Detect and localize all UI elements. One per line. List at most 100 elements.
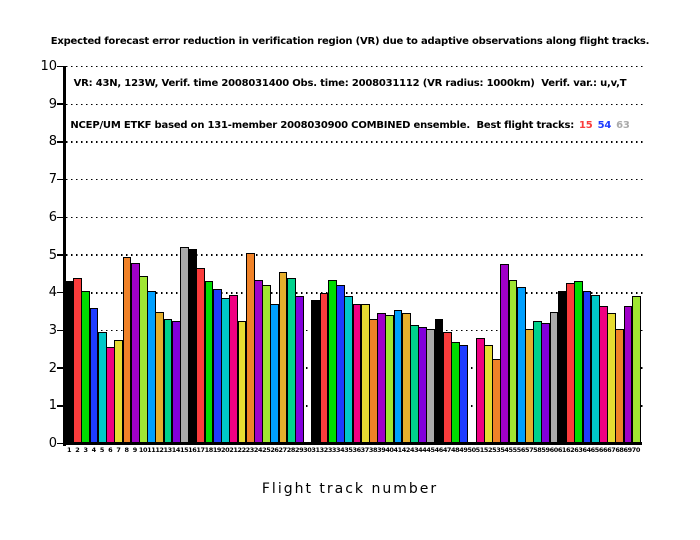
x-tick-label: 30 <box>303 446 312 454</box>
x-tick-label: 17 <box>196 446 205 454</box>
x-tick-label: 13 <box>163 446 173 454</box>
x-tick-label: 53 <box>492 446 501 454</box>
x-tick-label: 4 <box>91 446 97 454</box>
x-tick-label: 26 <box>270 446 279 454</box>
x-tick-label: 54 <box>500 446 509 454</box>
bar-track-49 <box>459 345 469 444</box>
x-tick-label: 69 <box>623 446 633 454</box>
x-tick-label: 60 <box>549 446 559 454</box>
x-tick-label: 2 <box>75 446 80 454</box>
x-tick-label: 55 <box>508 446 518 454</box>
x-tick-label: 10 <box>138 446 148 454</box>
x-tick-label: 20 <box>221 446 230 454</box>
best-track-63: 63 <box>616 120 630 131</box>
x-tick-label: 50 <box>467 446 476 454</box>
x-tick-label: 7 <box>116 446 121 454</box>
x-tick-label: 22 <box>237 446 246 454</box>
x-tick-label: 49 <box>459 446 468 454</box>
y-tick <box>57 178 63 181</box>
x-tick-label: 41 <box>393 446 403 454</box>
x-tick-label: 31 <box>311 446 320 454</box>
y-gridline <box>66 292 646 294</box>
x-tick-label: 11 <box>147 446 156 454</box>
x-tick-label: 19 <box>212 446 222 454</box>
y-tick <box>57 65 63 68</box>
x-tick-label: 45 <box>426 446 435 454</box>
x-tick-label: 58 <box>533 446 542 454</box>
x-tick-label: 39 <box>377 446 386 454</box>
y-tick <box>57 442 63 445</box>
x-tick-label: 67 <box>607 446 616 454</box>
chart-title-line-1: Expected forecast error reduction in ver… <box>50 36 650 47</box>
x-tick-label: 42 <box>401 446 411 454</box>
y-gridline <box>66 103 646 105</box>
y-gridline <box>66 141 646 143</box>
x-tick-label: 68 <box>615 446 624 454</box>
x-tick-label: 32 <box>319 446 329 454</box>
x-tick-label: 47 <box>442 446 452 454</box>
y-tick <box>57 329 63 332</box>
y-tick-label: 6 <box>48 209 57 225</box>
x-tick-label: 66 <box>598 446 608 454</box>
best-flight-tracks: 15 54 63 <box>574 120 630 131</box>
x-tick-label: 18 <box>204 446 214 454</box>
x-tick-label: 48 <box>451 446 460 454</box>
x-tick-label: 63 <box>574 446 583 454</box>
x-tick-label: 44 <box>418 446 427 454</box>
best-track-15: 15 <box>579 120 593 131</box>
y-tick <box>57 405 63 407</box>
x-tick-label: 12 <box>155 446 164 454</box>
x-tick-label: 34 <box>336 446 345 454</box>
x-tick-label: 51 <box>475 446 485 454</box>
y-gridline <box>66 254 646 256</box>
x-tick-label: 59 <box>541 446 550 454</box>
x-tick-label: 52 <box>483 446 493 454</box>
x-tick-label: 27 <box>278 446 288 454</box>
y-tick <box>57 103 63 105</box>
x-tick-label: 37 <box>360 446 370 454</box>
y-tick-label: 9 <box>48 96 57 112</box>
y-tick <box>57 367 63 369</box>
bar-track-29 <box>295 296 304 444</box>
chart-title-line-2: VR: 43N, 123W, Verif. time 2008031400 Ob… <box>73 78 627 89</box>
x-tick-label: 35 <box>344 446 353 454</box>
x-tick-label: 5 <box>99 446 105 454</box>
x-tick-label: 15 <box>179 446 189 454</box>
x-tick-label: 14 <box>171 446 181 454</box>
x-tick-label: 62 <box>566 446 575 454</box>
x-tick-label: 6 <box>108 446 113 454</box>
y-tick-label: 4 <box>48 285 57 301</box>
y-tick-label: 0 <box>48 436 57 451</box>
y-gridline <box>66 65 646 68</box>
y-tick-label: 7 <box>48 172 57 188</box>
x-tick-label: 38 <box>368 446 378 454</box>
x-tick-label: 1 <box>67 446 72 454</box>
x-tick-label: 57 <box>524 446 534 454</box>
y-axis-line <box>62 65 66 446</box>
x-tick-label: 64 <box>582 446 591 454</box>
y-tick-label: 3 <box>48 322 57 338</box>
x-tick-label: 33 <box>327 446 337 454</box>
y-tick-label: 5 <box>48 247 57 263</box>
y-gridline <box>66 178 646 181</box>
x-tick-label: 46 <box>434 446 444 454</box>
y-gridline <box>66 216 646 219</box>
x-tick-label: 43 <box>409 446 419 454</box>
x-tick-label: 21 <box>229 446 238 454</box>
chart-title-line-3-text: NCEP/UM ETKF based on 131-member 2008030… <box>70 120 575 131</box>
x-tick-label: 23 <box>245 446 255 454</box>
x-tick-label: 16 <box>188 446 197 454</box>
x-tick-label: 61 <box>557 446 567 454</box>
x-tick-label: 70 <box>631 446 641 454</box>
y-tick <box>57 141 63 143</box>
x-tick-label: 3 <box>83 446 88 454</box>
y-tick <box>57 254 63 256</box>
x-tick-label: 29 <box>294 446 304 454</box>
x-tick-label: 40 <box>385 446 394 454</box>
x-tick-label: 24 <box>253 446 263 454</box>
bar-track-70 <box>631 296 641 444</box>
x-tick-label: 56 <box>516 446 526 454</box>
y-tick-label: 2 <box>48 360 57 376</box>
